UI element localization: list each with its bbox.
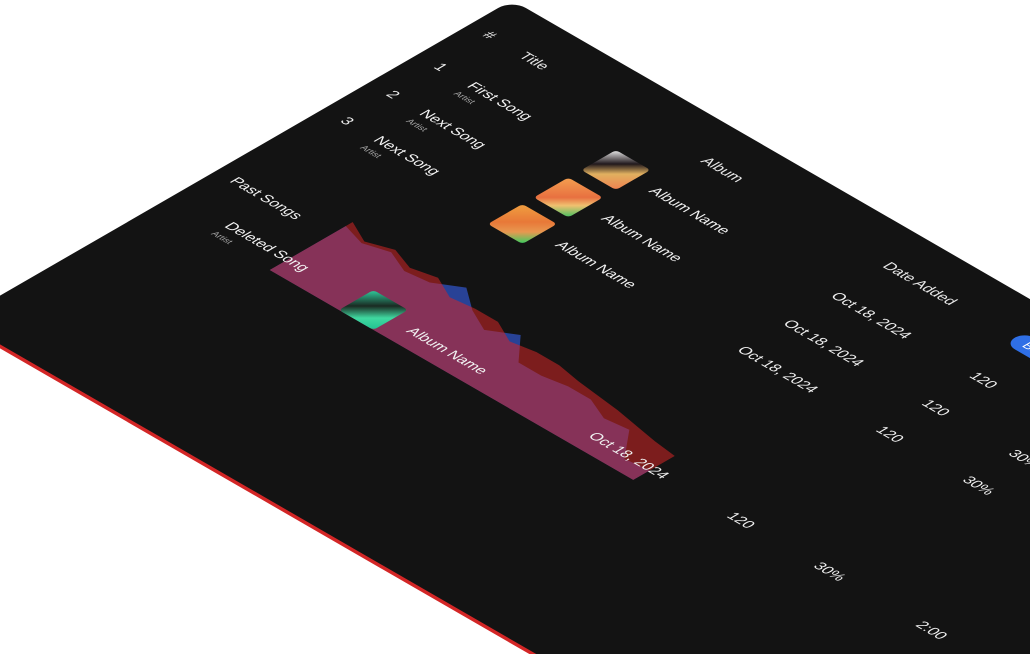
album-name[interactable]: Album Name <box>644 185 735 237</box>
danceability-value: 30% <box>957 474 999 498</box>
danceability-value: 30% <box>1003 447 1030 472</box>
bpm-value: 120 <box>917 397 954 419</box>
song-title-block: Next Song Artist <box>358 134 445 178</box>
header-num: # <box>478 29 501 42</box>
album-art <box>487 204 558 244</box>
audio-features-area-chart <box>269 222 675 480</box>
song-title-block: Next Song Artist <box>404 108 491 152</box>
date-added: Oct 18, 2024 <box>778 317 868 369</box>
bpm-value: 120 <box>964 370 1002 392</box>
header-title[interactable]: Title <box>514 50 554 73</box>
row-number: 3 <box>335 114 358 128</box>
header-date-added[interactable]: Date Added <box>878 260 961 308</box>
row-number: 2 <box>381 88 404 101</box>
song-title-block: Deleted Song Artist <box>209 220 314 274</box>
bpm-pill[interactable]: BPM <box>1004 332 1030 370</box>
danceability-value: 30% <box>809 560 850 584</box>
album-art <box>533 177 603 218</box>
bpm-value: 120 <box>871 424 908 446</box>
past-songs-label: Past Songs <box>225 175 307 222</box>
album-art <box>581 150 651 190</box>
song-title-block: First Song Artist <box>451 80 536 123</box>
length-value: 2:00 <box>911 619 952 643</box>
song-title[interactable]: Deleted Song <box>220 220 314 274</box>
danceability-area <box>269 222 675 480</box>
bpm-value: 120 <box>722 510 759 532</box>
header-album[interactable]: Album <box>696 155 749 185</box>
date-added: Oct 18, 2024 <box>826 290 916 342</box>
row-number: 1 <box>429 60 452 74</box>
album-name[interactable]: Album Name <box>596 212 687 265</box>
